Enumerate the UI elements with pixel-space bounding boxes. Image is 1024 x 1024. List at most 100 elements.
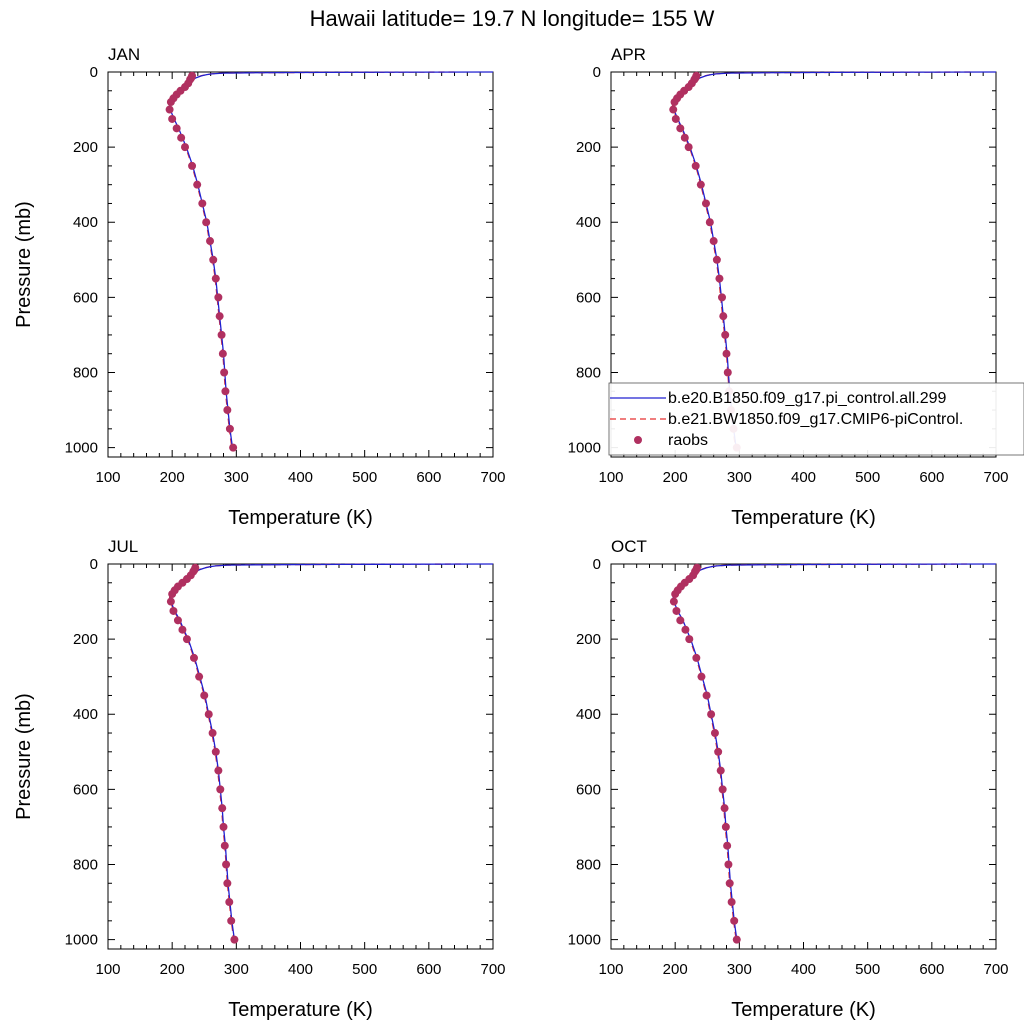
x-tick-label: 200	[663, 961, 688, 978]
raobs-point	[730, 916, 739, 925]
x-tick-label: 300	[224, 469, 249, 486]
x-tick-label: 200	[160, 469, 185, 486]
raobs-point	[229, 443, 238, 452]
panel-title: JAN	[108, 45, 140, 64]
y-tick-label: 200	[73, 631, 98, 648]
raobs-point	[220, 368, 229, 377]
y-tick-label: 800	[576, 856, 601, 873]
x-tick-label: 500	[352, 961, 377, 978]
panel-apr: APR 100 200 300 400 500 600 700 0 200 400 600 800 100…	[568, 45, 1009, 529]
x-tick-label: 500	[352, 469, 377, 486]
raobs-point	[188, 161, 197, 170]
x-axis-title: Temperature (K)	[731, 507, 876, 529]
data-layer	[669, 71, 996, 452]
x-tick-label: 300	[224, 961, 249, 978]
y-tick-label: 600	[73, 781, 98, 798]
x-tick-label: 400	[288, 469, 313, 486]
raobs-point	[701, 199, 710, 208]
x-tick-label: 700	[480, 469, 505, 486]
y-axis-title: Pressure (mb)	[13, 201, 35, 328]
y-tick-label: 800	[73, 856, 98, 873]
legend-box	[608, 382, 1024, 456]
raobs-point	[230, 935, 239, 944]
raobs-point	[208, 729, 217, 738]
y-tick-label: 1000	[65, 932, 98, 949]
raobs-point	[211, 747, 220, 756]
raobs-point	[705, 218, 714, 227]
raobs-point	[218, 804, 227, 813]
raobs-point	[225, 424, 234, 433]
y-tick-label: 400	[576, 214, 601, 231]
raobs-point	[178, 625, 187, 634]
y-axis: 0 200 400 600 800 1000	[568, 556, 996, 949]
raobs-point	[680, 133, 689, 142]
x-tick-label: 100	[598, 469, 623, 486]
raobs-point	[216, 785, 225, 794]
raobs-point	[198, 199, 207, 208]
raobs-point	[209, 255, 218, 264]
x-tick-label: 500	[855, 469, 880, 486]
legend-label: raobs	[668, 432, 708, 449]
raobs-point	[702, 691, 711, 700]
x-tick-label: 300	[727, 469, 752, 486]
y-axis: 0 200 400 600 800 1000	[568, 64, 996, 457]
x-tick-label: 300	[727, 961, 752, 978]
raobs-point	[173, 616, 182, 625]
raobs-point	[707, 710, 716, 719]
y-tick-label: 800	[73, 364, 98, 381]
y-tick-label: 0	[593, 556, 601, 573]
raobs-point	[172, 124, 181, 133]
raobs-point	[715, 274, 724, 283]
legend-marker	[634, 436, 642, 444]
x-axis-title: Temperature (K)	[228, 999, 373, 1021]
raobs-point	[718, 293, 727, 302]
x-axis-title: Temperature (K)	[228, 507, 373, 529]
raobs-point	[697, 672, 706, 681]
raobs-point	[724, 860, 733, 869]
y-tick-label: 200	[576, 139, 601, 156]
x-tick-label: 500	[855, 961, 880, 978]
raobs-point	[222, 860, 231, 869]
raobs-point	[166, 98, 175, 107]
y-tick-label: 0	[593, 64, 601, 81]
y-tick-label: 800	[576, 364, 601, 381]
raobs-point	[723, 841, 732, 850]
x-tick-label: 600	[919, 469, 944, 486]
data-layer	[165, 71, 493, 452]
x-axis: 100 200 300 400 500 600 700	[95, 564, 506, 978]
raobs-point	[716, 766, 725, 775]
raobs-point	[692, 653, 701, 662]
raobs-point	[685, 635, 694, 644]
raobs-point	[169, 606, 178, 615]
raobs-point	[669, 105, 678, 114]
raobs-point	[206, 237, 215, 246]
y-tick-label: 200	[576, 631, 601, 648]
x-tick-label: 600	[416, 961, 441, 978]
series-line-pi-control	[168, 71, 493, 448]
raobs-point	[722, 349, 731, 358]
raobs-point	[214, 766, 223, 775]
raobs-point	[727, 898, 736, 907]
x-axis: 100 200 300 400 500 600 700	[95, 72, 506, 486]
raobs-point	[221, 387, 230, 396]
x-axis-title: Temperature (K)	[731, 999, 876, 1021]
raobs-point	[217, 330, 226, 339]
y-tick-label: 600	[576, 781, 601, 798]
figure-title: Hawaii latitude= 19.7 N longitude= 155 W	[310, 6, 715, 31]
y-tick-label: 400	[576, 706, 601, 723]
x-tick-label: 400	[288, 961, 313, 978]
raobs-point	[220, 841, 229, 850]
raobs-point	[669, 597, 678, 606]
raobs-point	[681, 625, 690, 634]
raobs-point	[166, 597, 175, 606]
y-tick-label: 600	[576, 289, 601, 306]
raobs-point	[219, 822, 228, 831]
plot-frame	[107, 71, 494, 458]
y-axis-title: Pressure (mb)	[13, 693, 35, 820]
raobs-point	[720, 804, 729, 813]
raobs-point	[165, 105, 174, 114]
raobs-point	[223, 406, 232, 415]
x-tick-label: 100	[598, 961, 623, 978]
